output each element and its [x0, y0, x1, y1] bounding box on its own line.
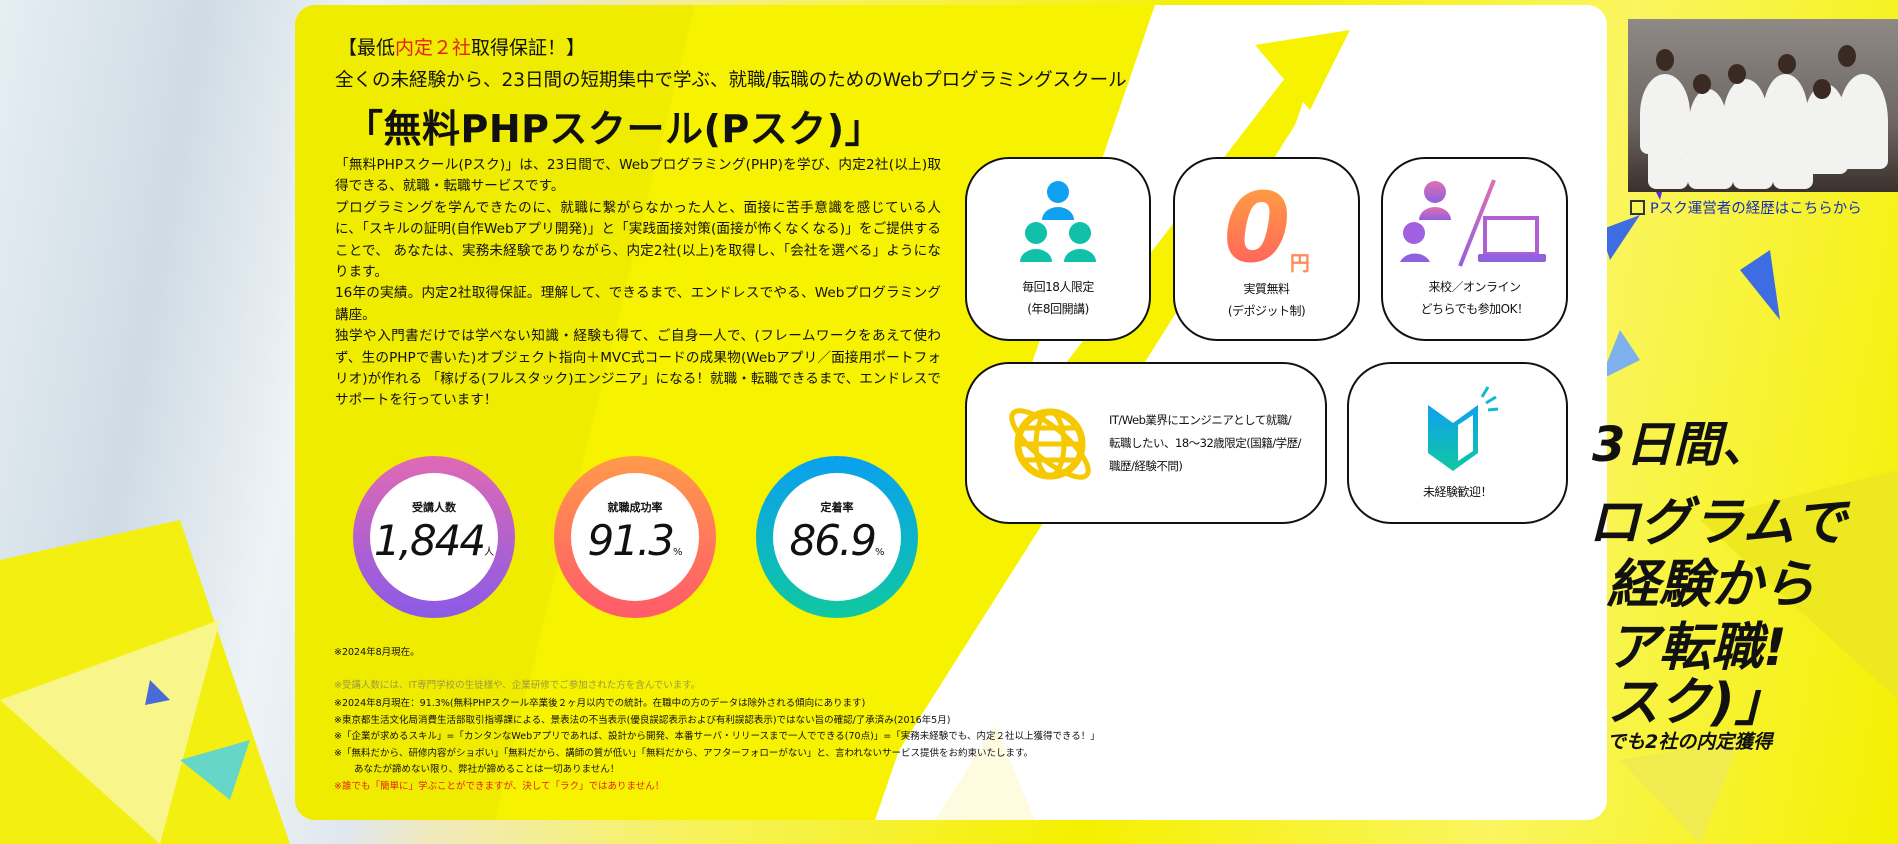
- feature-text: 未経験歓迎！: [1422, 485, 1493, 499]
- people-laptop-icon: [1399, 179, 1546, 267]
- description-paragraph: プログラミングを学んできたのに、就職に繋がらなかった人と、面接に苦手意識を感じて…: [335, 199, 941, 281]
- description: 「無料PHPスクール(Pスク)」は、23日間で、Webプログラミング(PHP)を…: [335, 155, 941, 412]
- feature-free: 0 円 実質無料 (デポジット制): [1173, 157, 1360, 341]
- footnote: ※「無料だから、研修内容がショボい」「無料だから、講師の質が低い」「無料だから、…: [334, 747, 1034, 759]
- description-paragraph: 独学や入門書だけでは学べない知識・経験も得て、ご自身一人で、(フレームワークをあ…: [335, 328, 941, 409]
- feature-text: 来校／オンライン: [1428, 280, 1521, 294]
- operator-link-text: Pスク運営者の経歴はこちらから: [1650, 201, 1862, 217]
- description-paragraph: 「無料PHPスクール(Pスク)」は、23日間で、Webプログラミング(PHP)を…: [335, 157, 941, 195]
- hero-text: スク)」: [1607, 673, 1787, 733]
- feature-class-size: 毎回18人限定 (年8回開講): [965, 157, 1151, 341]
- stat-label: 就職成功率: [607, 501, 663, 514]
- footnote: ※東京都生活文化局消費生活部取引指導課による、景表法の不当表示(優良誤認表示およ…: [334, 714, 951, 726]
- zero-glyph: 0: [1223, 172, 1291, 284]
- zero-yen-icon: 0 円: [1223, 172, 1310, 284]
- feature-beginner: 未経験歓迎！: [1347, 362, 1568, 524]
- hero-subtext: でも2社の内定獲得: [1607, 731, 1773, 753]
- hero-text: 3日間、: [1592, 417, 1770, 473]
- badge-suffix: 取得保証！】: [471, 37, 586, 59]
- yen-glyph: 円: [1289, 251, 1310, 275]
- guarantee-badge: 【最低内定２社取得保証！】: [338, 33, 585, 60]
- hero-text: ログラムで: [1588, 493, 1847, 553]
- feature-text: 実質無料: [1243, 282, 1290, 296]
- team-photo[interactable]: [1628, 19, 1898, 192]
- hero-text: 経験から: [1607, 555, 1816, 615]
- feature-online: 来校／オンライン どちらでも参加OK！: [1381, 157, 1568, 341]
- feature-text: IT/Web業界にエンジニアとして就職/: [1109, 412, 1292, 427]
- subtitle: 全くの未経験から、23日間の短期集中で学ぶ、就職/転職のためのWebプログラミン…: [335, 70, 1127, 91]
- feature-text: (年8回開講): [1027, 302, 1089, 316]
- stat-students: 受講人数 1,844人: [353, 456, 515, 618]
- feature-eligibility: IT/Web業界にエンジニアとして就職/ 転職したい、18～32歳限定(国籍/学…: [965, 362, 1327, 524]
- footnote: ※受講人数には、IT専門学校の生徒様や、企業研修でご参加された方を含んでいます。: [334, 679, 701, 691]
- footnotes: ※2024年8月現在。 ※受講人数には、IT専門学校の生徒様や、企業研修でご参加…: [334, 645, 1100, 795]
- badge-prefix: 【最低: [338, 37, 396, 59]
- stat-label: 定着率: [820, 501, 854, 514]
- beginner-mark-icon: [1427, 386, 1498, 471]
- stat-unit: 人: [484, 547, 495, 558]
- hero-text: ア転職!: [1607, 618, 1787, 678]
- footnote: ※2024年8月現在：91.3%(無料PHPスクール卒業後２ヶ月以内での統計。在…: [334, 698, 866, 709]
- description-paragraph: 16年の実績。内定2社取得保証。理解して、できるまで、エンドレスでやる、Webプ…: [335, 285, 941, 323]
- badge-highlight: 内定２社: [395, 37, 472, 59]
- stat-label: 受講人数: [412, 501, 456, 514]
- feature-text: どちらでも参加OK！: [1420, 302, 1529, 316]
- stat-value: 86.9: [789, 516, 877, 565]
- external-link-icon: [1630, 200, 1645, 215]
- feature-text: 転職したい、18～32歳限定(国籍/学歴/: [1109, 435, 1302, 450]
- feature-text: 職歴/経験不問): [1109, 458, 1183, 473]
- stat-retention-rate: 定着率 86.9%: [756, 456, 918, 618]
- footnote: あなたが諦めない限り、弊社が諦めることは一切ありません！: [354, 764, 620, 775]
- feature-text: 毎回18人限定: [1022, 280, 1094, 294]
- operator-profile-link[interactable]: Pスク運営者の経歴はこちらから: [1630, 197, 1862, 218]
- stat-unit: %: [875, 547, 885, 558]
- stat-unit: %: [673, 547, 683, 558]
- footnote-warning: ※誰でも「簡単に」学ぶことができますが、決して「ラク」ではありません！: [334, 780, 665, 792]
- people-group-icon: [1020, 181, 1096, 262]
- page-title: 「無料PHPスクール(Pスク)」: [345, 107, 884, 151]
- stat-value: 1,844: [373, 516, 486, 565]
- footnote: ※2024年8月現在。: [334, 647, 420, 658]
- feature-text: (デポジット制): [1227, 304, 1306, 318]
- globe-icon: [1009, 407, 1091, 480]
- footnote: ※「企業が求めるスキル」=「カンタンなWebアプリであれば、設計から開発、本番サ…: [334, 731, 1100, 742]
- stat-employment-rate: 就職成功率 91.3%: [554, 456, 716, 618]
- stat-value: 91.3: [587, 516, 675, 565]
